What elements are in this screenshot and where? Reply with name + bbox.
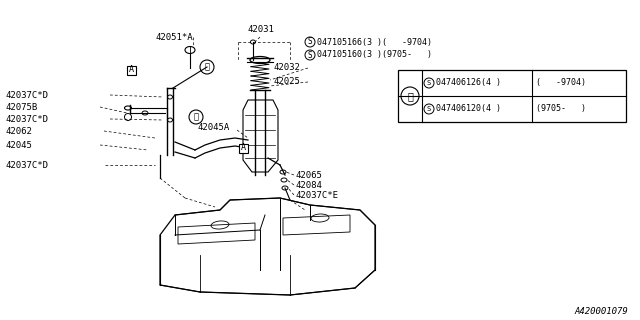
Ellipse shape — [280, 170, 286, 174]
Text: 047406120(4 ): 047406120(4 ) — [436, 105, 501, 114]
Text: (   -9704): ( -9704) — [536, 78, 586, 87]
Text: 047406126(4 ): 047406126(4 ) — [436, 78, 501, 87]
Ellipse shape — [185, 46, 195, 53]
Ellipse shape — [168, 118, 173, 122]
Ellipse shape — [142, 111, 148, 115]
Text: 42037C*D: 42037C*D — [5, 161, 48, 170]
Text: ①: ① — [205, 62, 209, 71]
Text: 047105166(3 )(   -9704): 047105166(3 )( -9704) — [317, 37, 432, 46]
Text: A: A — [129, 66, 134, 75]
Text: 047105160(3 )(9705-   ): 047105160(3 )(9705- ) — [317, 51, 432, 60]
Text: 42045: 42045 — [5, 140, 32, 149]
Text: 42037C*D: 42037C*D — [5, 115, 48, 124]
Ellipse shape — [282, 186, 288, 190]
Text: 42032: 42032 — [274, 63, 301, 73]
Text: 42065: 42065 — [295, 171, 322, 180]
Text: (9705-   ): (9705- ) — [536, 105, 586, 114]
Text: S: S — [427, 106, 431, 112]
Text: A420001079: A420001079 — [574, 308, 628, 316]
Ellipse shape — [250, 40, 255, 44]
Ellipse shape — [250, 57, 270, 63]
Text: 42045A: 42045A — [198, 123, 230, 132]
Text: ①: ① — [407, 91, 413, 101]
Text: 42037C*D: 42037C*D — [5, 91, 48, 100]
Text: 42031: 42031 — [248, 26, 275, 35]
Ellipse shape — [125, 106, 131, 110]
Ellipse shape — [281, 178, 287, 182]
Text: 42075B: 42075B — [5, 102, 37, 111]
Text: ①: ① — [193, 113, 198, 122]
Text: 42084: 42084 — [295, 180, 322, 189]
Text: S: S — [308, 51, 312, 60]
Bar — [398, 70, 626, 122]
Bar — [127, 66, 136, 75]
Bar — [239, 143, 248, 153]
Text: 42051*A: 42051*A — [155, 33, 193, 42]
Text: 42062: 42062 — [5, 126, 32, 135]
Ellipse shape — [168, 95, 173, 99]
Text: S: S — [308, 37, 312, 46]
Text: 42025: 42025 — [274, 77, 301, 86]
Text: A: A — [241, 143, 246, 153]
Text: 42037C*E: 42037C*E — [295, 190, 338, 199]
Text: S: S — [427, 80, 431, 86]
